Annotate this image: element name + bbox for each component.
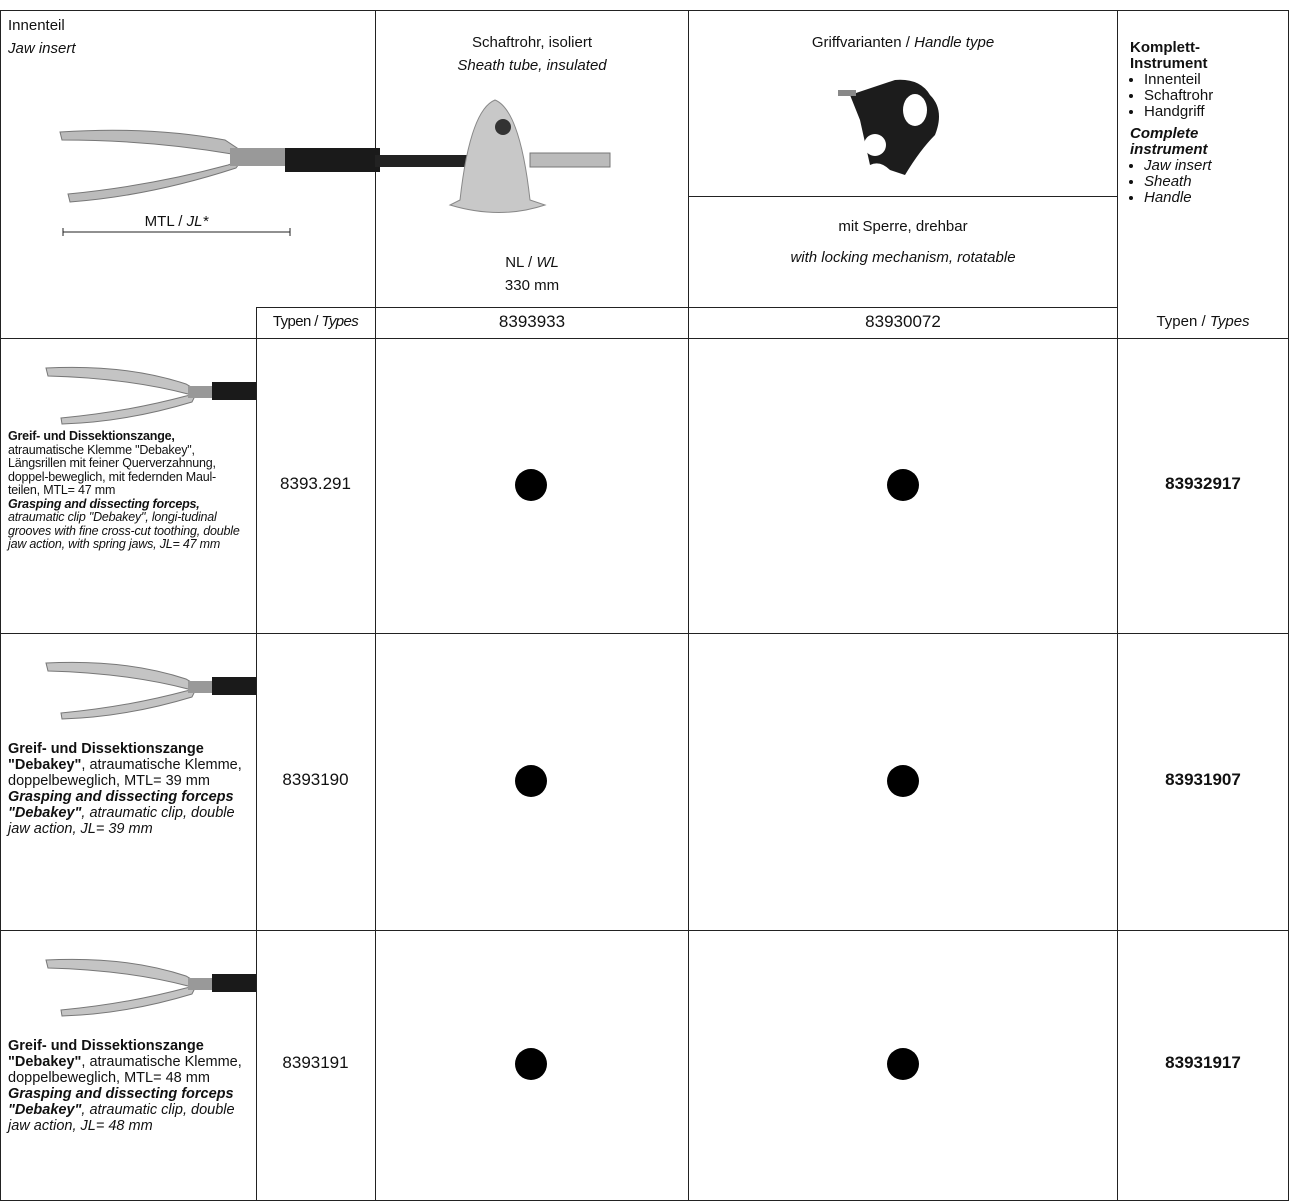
types-label: Typen / bbox=[1156, 313, 1206, 330]
availability-dot bbox=[887, 1048, 919, 1080]
rule bbox=[0, 10, 1289, 11]
complete-number: 83931917 bbox=[1165, 1053, 1241, 1072]
description-text: atraumatische Klemme "Debakey", Längsril… bbox=[8, 442, 216, 497]
complete-item: Handgriff bbox=[1144, 104, 1270, 120]
complete-title: Komplett-Instrument bbox=[1130, 39, 1208, 72]
rule bbox=[375, 10, 376, 1201]
type-number: 83930072 bbox=[865, 312, 941, 331]
sheath-image bbox=[375, 99, 611, 213]
description-block: Grasping and dissecting forceps "Debakey… bbox=[8, 1086, 248, 1134]
length-value: 330 mm bbox=[504, 277, 560, 294]
type-number: 8393191 bbox=[282, 1053, 349, 1072]
description-text: Grasping and dissecting forceps "Debakey… bbox=[8, 789, 234, 821]
availability-dot bbox=[887, 764, 919, 797]
type-number: 8393.291 bbox=[280, 473, 351, 493]
availability-dot bbox=[515, 1048, 547, 1080]
description-text: Grasping and dissecting forceps "Debakey… bbox=[8, 1086, 234, 1118]
description-text: Greif- und Dissektionszange "Debakey" bbox=[8, 741, 204, 773]
header-text: Innenteil bbox=[8, 17, 65, 34]
variant-text: with locking mechanism, rotatable bbox=[790, 249, 1016, 266]
description-text: Grasping and dissecting forceps, bbox=[8, 496, 200, 511]
description: Greif- und Dissektionszange "Debakey", a… bbox=[8, 741, 248, 837]
forceps-image bbox=[59, 129, 380, 203]
description-text: , atraumatic clip, double jaw action, JL… bbox=[8, 805, 235, 837]
rule bbox=[1288, 10, 1289, 1201]
header-text: Griffvarianten / bbox=[811, 34, 910, 51]
rule bbox=[0, 1200, 1289, 1201]
forceps-image bbox=[45, 958, 256, 1017]
complete-item: Schaftrohr bbox=[1144, 88, 1270, 104]
rule bbox=[688, 10, 689, 1201]
complete-item: Jaw insert bbox=[1144, 158, 1270, 174]
description: Greif- und Dissektionszange, atraumatisc… bbox=[8, 429, 244, 552]
types-label: Typen / bbox=[272, 313, 319, 330]
variant-text: mit Sperre, drehbar bbox=[838, 218, 968, 235]
complete-number: 83932917 bbox=[1165, 473, 1241, 493]
rule bbox=[0, 633, 1289, 634]
header-images bbox=[59, 79, 939, 236]
rule bbox=[1117, 10, 1118, 1201]
description-text: , atraumatic clip, double jaw action, JL… bbox=[8, 1102, 235, 1134]
availability-dot bbox=[515, 468, 547, 501]
description-text: , atraumatische Klemme, doppelbeweglich,… bbox=[8, 757, 242, 789]
handle-image bbox=[838, 79, 939, 175]
description-block: Grasping and dissecting forceps, atrauma… bbox=[8, 496, 244, 552]
complete-list: Jaw insertSheathHandle bbox=[1130, 158, 1270, 206]
description-text: Greif- und Dissektionszange "Debakey" bbox=[8, 1038, 204, 1070]
complete-number: 83931907 bbox=[1165, 769, 1241, 789]
description-text: Greif- und Dissektionszange, bbox=[8, 429, 175, 443]
rule bbox=[688, 196, 1117, 197]
rule bbox=[256, 307, 1117, 308]
availability-dot bbox=[515, 764, 547, 797]
length-label: WL bbox=[536, 254, 559, 271]
complete-item: Handle bbox=[1144, 190, 1270, 206]
description-text: atraumatic clip "Debakey", longi-tudinal… bbox=[8, 510, 240, 551]
type-number: 8393933 bbox=[498, 312, 566, 331]
description-text: , atraumatische Klemme, doppelbeweglich,… bbox=[8, 1054, 242, 1086]
complete-list: InnenteilSchaftrohrHandgriff bbox=[1130, 72, 1270, 120]
measure-label: JL* bbox=[186, 213, 209, 230]
type-number: 8393190 bbox=[282, 769, 349, 789]
description-block: Grasping and dissecting forceps "Debakey… bbox=[8, 789, 248, 837]
header-text: Jaw insert bbox=[8, 40, 76, 57]
rule bbox=[0, 338, 1289, 339]
description-block: Greif- und Dissektionszange, atraumatisc… bbox=[8, 429, 244, 498]
measure-label: MTL / bbox=[144, 213, 183, 230]
complete-item: Innenteil bbox=[1144, 72, 1270, 88]
length-label: NL / bbox=[505, 254, 533, 271]
types-label: Types bbox=[321, 313, 359, 330]
rule bbox=[256, 307, 257, 1201]
types-label: Types bbox=[1209, 313, 1250, 330]
rule bbox=[0, 930, 1289, 931]
description: Greif- und Dissektionszange "Debakey", a… bbox=[8, 1038, 248, 1134]
rule bbox=[0, 10, 1, 1201]
description-block: Greif- und Dissektionszange "Debakey", a… bbox=[8, 741, 248, 789]
complete-item: Sheath bbox=[1144, 174, 1270, 190]
forceps-image bbox=[45, 661, 256, 720]
header-text: Schaftrohr, isoliert bbox=[471, 34, 593, 51]
header-text: Sheath tube, insulated bbox=[457, 57, 607, 74]
description-block: Greif- und Dissektionszange "Debakey", a… bbox=[8, 1038, 248, 1086]
header-text: Handle type bbox=[914, 34, 995, 51]
forceps-image bbox=[45, 366, 256, 425]
availability-dot bbox=[887, 468, 919, 501]
complete-title: Complete instrument bbox=[1130, 125, 1208, 158]
